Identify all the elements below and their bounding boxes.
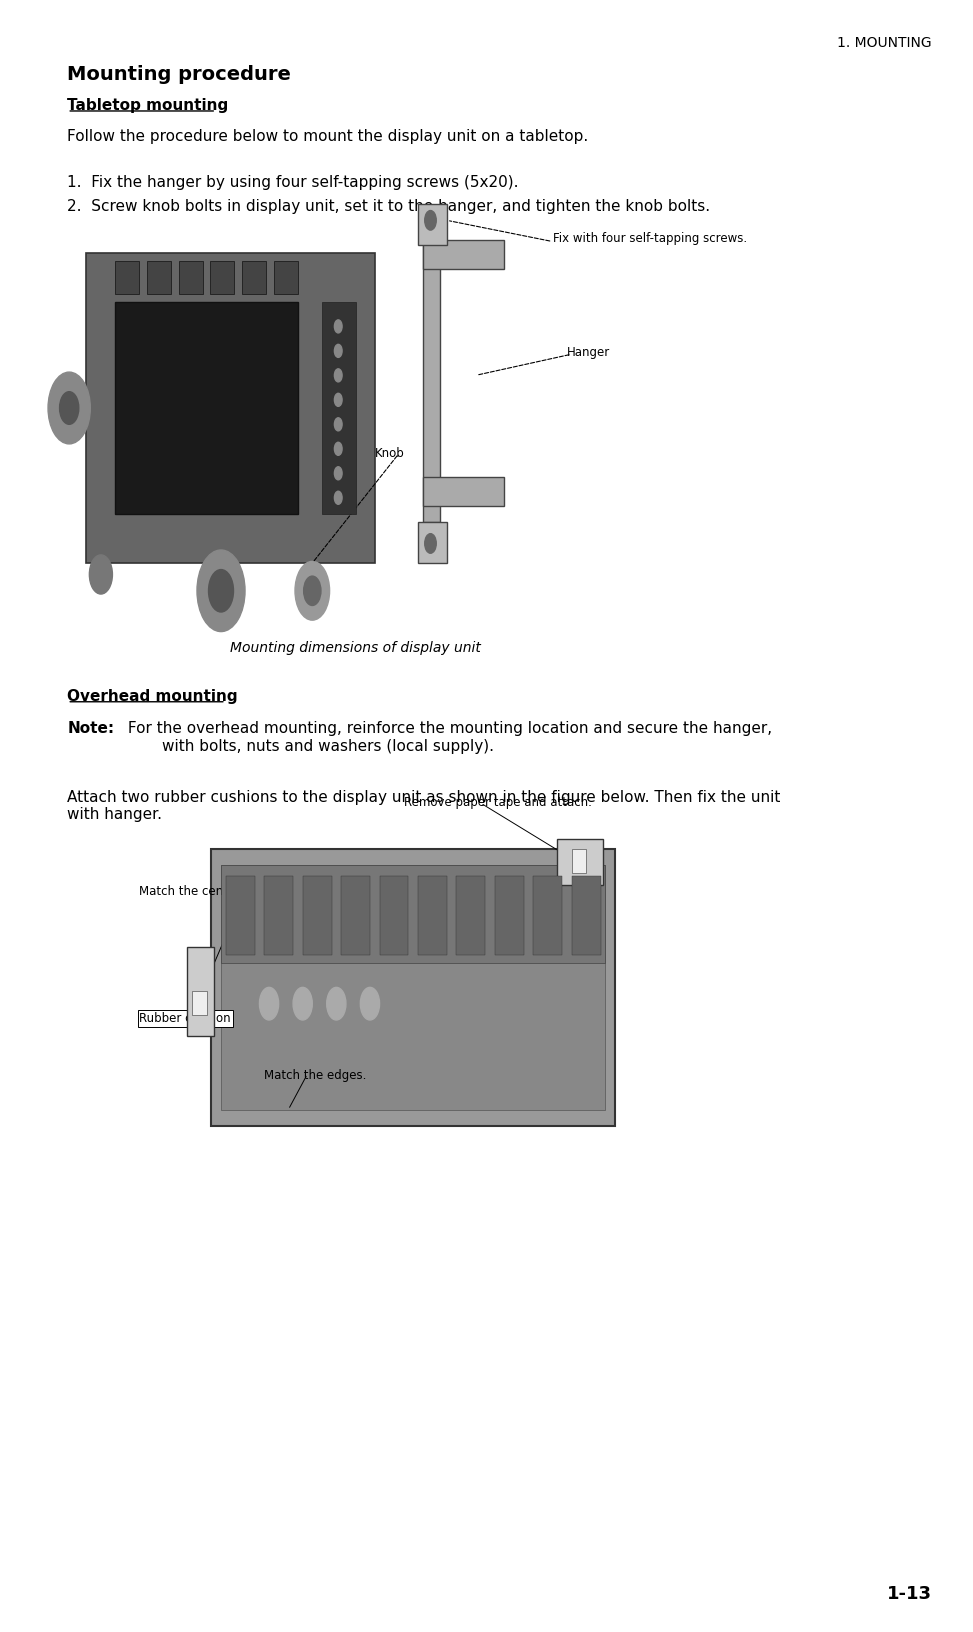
FancyBboxPatch shape — [379, 876, 409, 955]
Text: Mounting procedure: Mounting procedure — [67, 65, 291, 85]
FancyBboxPatch shape — [342, 876, 370, 955]
Circle shape — [335, 491, 342, 504]
Text: Note:: Note: — [67, 721, 115, 736]
FancyBboxPatch shape — [533, 876, 562, 955]
FancyBboxPatch shape — [221, 865, 605, 963]
FancyBboxPatch shape — [193, 991, 206, 1015]
Circle shape — [335, 467, 342, 480]
FancyBboxPatch shape — [188, 947, 214, 1036]
FancyBboxPatch shape — [221, 865, 605, 1110]
FancyBboxPatch shape — [558, 839, 603, 885]
FancyBboxPatch shape — [265, 876, 293, 955]
FancyBboxPatch shape — [211, 849, 615, 1126]
Text: Knob: Knob — [375, 447, 405, 460]
FancyBboxPatch shape — [495, 876, 523, 955]
Circle shape — [260, 987, 278, 1020]
Circle shape — [335, 393, 342, 406]
Text: Attach two rubber cushions to the display unit as shown in the figure below. The: Attach two rubber cushions to the displa… — [67, 790, 780, 823]
FancyBboxPatch shape — [242, 261, 267, 294]
FancyBboxPatch shape — [423, 240, 504, 269]
Circle shape — [360, 987, 379, 1020]
Text: Overhead mounting: Overhead mounting — [67, 689, 237, 703]
Circle shape — [197, 550, 245, 632]
Circle shape — [295, 561, 330, 620]
Circle shape — [335, 418, 342, 431]
Circle shape — [335, 344, 342, 357]
FancyBboxPatch shape — [226, 876, 255, 955]
Circle shape — [335, 369, 342, 382]
Circle shape — [425, 534, 436, 553]
FancyBboxPatch shape — [210, 261, 234, 294]
Circle shape — [327, 987, 346, 1020]
Text: Match the centers.: Match the centers. — [139, 885, 250, 898]
Text: 1. MOUNTING: 1. MOUNTING — [838, 36, 932, 51]
FancyBboxPatch shape — [87, 253, 375, 563]
FancyBboxPatch shape — [273, 261, 298, 294]
FancyBboxPatch shape — [572, 876, 600, 955]
Circle shape — [335, 320, 342, 333]
Circle shape — [304, 576, 321, 605]
FancyBboxPatch shape — [418, 522, 447, 563]
FancyBboxPatch shape — [116, 302, 298, 514]
Text: 2.  Screw knob bolts in display unit, set it to the hanger, and tighten the knob: 2. Screw knob bolts in display unit, set… — [67, 199, 710, 214]
Text: 1.  Fix the hanger by using four self-tapping screws (5x20).: 1. Fix the hanger by using four self-tap… — [67, 175, 519, 189]
FancyBboxPatch shape — [116, 261, 139, 294]
Text: Follow the procedure below to mount the display unit on a tabletop.: Follow the procedure below to mount the … — [67, 129, 589, 144]
Circle shape — [90, 555, 113, 594]
Text: For the overhead mounting, reinforce the mounting location and secure the hanger: For the overhead mounting, reinforce the… — [123, 721, 773, 754]
Circle shape — [48, 372, 90, 444]
FancyBboxPatch shape — [456, 876, 486, 955]
FancyBboxPatch shape — [423, 237, 440, 522]
Text: Mounting dimensions of display unit: Mounting dimensions of display unit — [230, 641, 481, 656]
Text: Hanger: Hanger — [567, 346, 610, 359]
Circle shape — [59, 392, 79, 424]
FancyBboxPatch shape — [418, 204, 447, 245]
Circle shape — [425, 211, 436, 230]
FancyBboxPatch shape — [418, 876, 447, 955]
Text: 1-13: 1-13 — [887, 1585, 932, 1603]
Circle shape — [208, 570, 234, 612]
FancyBboxPatch shape — [572, 849, 586, 873]
Text: Fix with four self-tapping screws.: Fix with four self-tapping screws. — [553, 232, 746, 245]
Text: Match the edges.: Match the edges. — [265, 1069, 367, 1082]
Circle shape — [335, 442, 342, 455]
Text: Rubber cushion: Rubber cushion — [139, 1012, 231, 1025]
FancyBboxPatch shape — [179, 261, 202, 294]
FancyBboxPatch shape — [147, 261, 171, 294]
FancyBboxPatch shape — [423, 477, 504, 506]
FancyBboxPatch shape — [303, 876, 332, 955]
FancyBboxPatch shape — [322, 302, 355, 514]
Circle shape — [293, 987, 312, 1020]
Text: Tabletop mounting: Tabletop mounting — [67, 98, 229, 113]
Text: Remove paper tape and attach.: Remove paper tape and attach. — [404, 796, 592, 809]
